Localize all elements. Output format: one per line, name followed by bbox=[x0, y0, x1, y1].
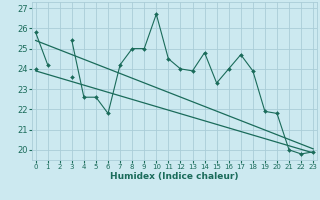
X-axis label: Humidex (Indice chaleur): Humidex (Indice chaleur) bbox=[110, 172, 239, 181]
